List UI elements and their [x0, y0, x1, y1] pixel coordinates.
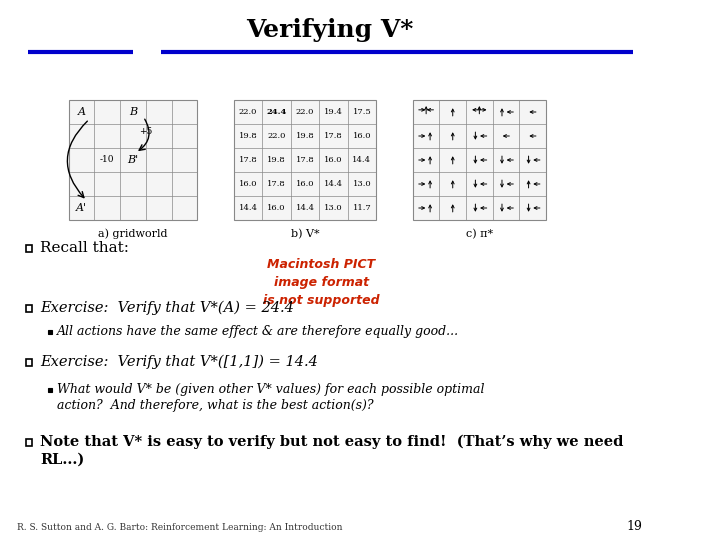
Text: 16.0: 16.0 [353, 132, 372, 140]
Bar [48, 330, 52, 334]
Bar [26, 305, 32, 312]
Text: 19.4: 19.4 [324, 108, 343, 116]
Text: 16.0: 16.0 [296, 180, 315, 188]
Text: 17.5: 17.5 [353, 108, 372, 116]
Text: A: A [78, 107, 86, 117]
Text: 14.4: 14.4 [295, 204, 315, 212]
Text: Recall that:: Recall that: [40, 241, 130, 255]
Text: 22.0: 22.0 [239, 108, 257, 116]
Text: 22.0: 22.0 [296, 108, 314, 116]
Text: 19.8: 19.8 [296, 132, 315, 140]
Text: Verifying V*: Verifying V* [246, 18, 414, 42]
Bar [48, 388, 52, 392]
Bar [26, 359, 32, 366]
Text: 14.4: 14.4 [352, 156, 372, 164]
Text: All actions have the same effect & are therefore equally good...: All actions have the same effect & are t… [57, 326, 459, 339]
Bar [26, 245, 32, 252]
Text: 11.7: 11.7 [353, 204, 372, 212]
Text: Exercise:  Verify that V*([1,1]) = 14.4: Exercise: Verify that V*([1,1]) = 14.4 [40, 355, 318, 369]
Text: 17.8: 17.8 [267, 180, 286, 188]
Text: 16.0: 16.0 [239, 180, 258, 188]
Text: -10: -10 [100, 156, 114, 165]
Text: 16.0: 16.0 [267, 204, 286, 212]
Text: 22.0: 22.0 [267, 132, 286, 140]
Text: Macintosh PICT
image format
is not supported: Macintosh PICT image format is not suppo… [263, 258, 379, 307]
Text: 14.4: 14.4 [324, 180, 343, 188]
Bar [413, 100, 546, 220]
Text: 13.0: 13.0 [353, 180, 372, 188]
Text: What would V* be (given other V* values) for each possible optimal: What would V* be (given other V* values)… [57, 383, 485, 396]
Bar [69, 100, 197, 220]
Text: 19.8: 19.8 [267, 156, 286, 164]
Text: 17.8: 17.8 [239, 156, 258, 164]
Text: 13.0: 13.0 [324, 204, 343, 212]
Text: RL...): RL...) [40, 453, 85, 467]
Text: c) π*: c) π* [466, 229, 493, 239]
Text: A': A' [76, 203, 87, 213]
Text: Note that V* is easy to verify but not easy to find!  (That’s why we need: Note that V* is easy to verify but not e… [40, 435, 624, 449]
Text: B': B' [127, 155, 138, 165]
Text: 17.8: 17.8 [296, 156, 315, 164]
Text: 17.8: 17.8 [324, 132, 343, 140]
Text: action?  And therefore, what is the best action(s)?: action? And therefore, what is the best … [57, 399, 374, 411]
Text: Exercise:  Verify that V*(A) = 24.4: Exercise: Verify that V*(A) = 24.4 [40, 301, 294, 315]
Text: 14.4: 14.4 [238, 204, 258, 212]
Text: b) V*: b) V* [291, 229, 320, 239]
Text: 19: 19 [626, 521, 642, 534]
Text: +5: +5 [139, 127, 153, 136]
Bar [26, 438, 32, 445]
Text: B: B [129, 107, 137, 117]
Text: 24.4: 24.4 [266, 108, 287, 116]
Bar [234, 100, 376, 220]
Text: 16.0: 16.0 [324, 156, 343, 164]
Text: R. S. Sutton and A. G. Barto: Reinforcement Learning: An Introduction: R. S. Sutton and A. G. Barto: Reinforcem… [17, 523, 342, 531]
Text: a) gridworld: a) gridworld [98, 229, 168, 239]
Text: 19.8: 19.8 [239, 132, 258, 140]
